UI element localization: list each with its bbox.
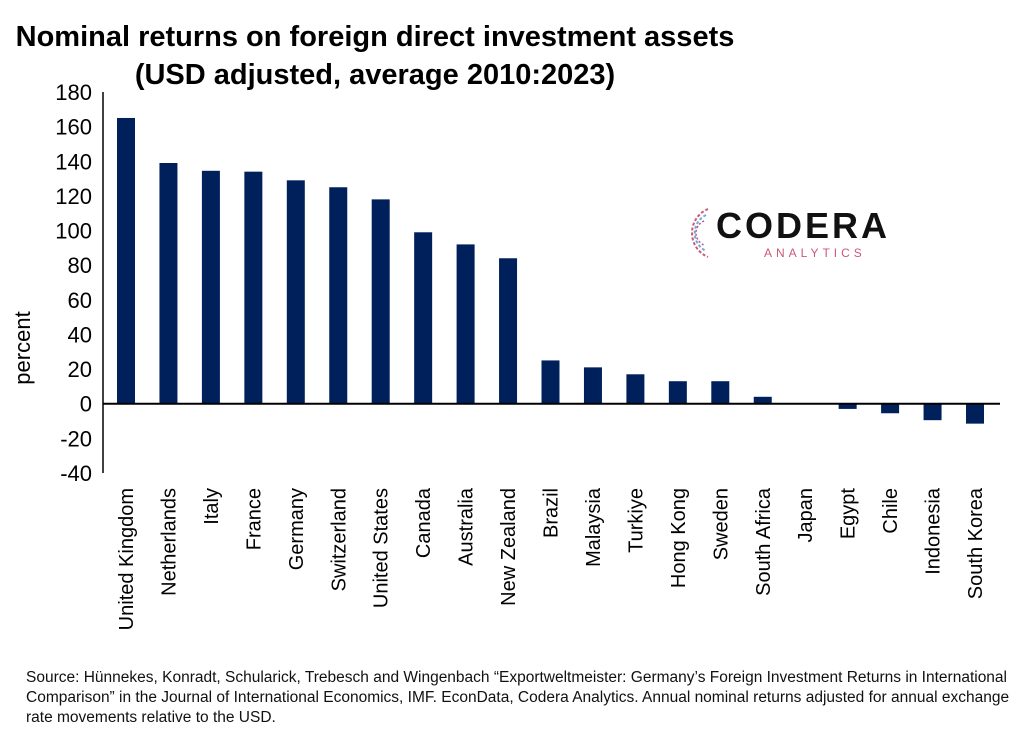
x-tick-label: New Zealand: [498, 488, 520, 606]
y-tick-label: 120: [55, 184, 92, 209]
logo-circuit-icon: [691, 208, 709, 258]
y-tick-label: 0: [80, 392, 92, 417]
codera-logo: CODERA ANALYTICS: [672, 203, 887, 263]
x-tick-label: Australia: [456, 487, 478, 566]
x-tick-label: United Kingdom: [116, 488, 138, 630]
bar: [881, 403, 900, 414]
x-tick-label: Egypt: [838, 488, 860, 540]
bar: [159, 163, 178, 404]
y-tick-label: -20: [60, 426, 92, 451]
bar: [923, 403, 942, 421]
x-tick-label: France: [243, 488, 265, 550]
x-tick-label: Sweden: [710, 488, 732, 560]
y-tick-label: 20: [68, 357, 92, 382]
x-tick-label: Turkiye: [625, 488, 647, 553]
bar: [117, 117, 135, 404]
bar: [371, 199, 390, 404]
x-tick-label: Chile: [880, 488, 902, 534]
bar: [329, 187, 348, 404]
x-tick-label: United States: [371, 488, 393, 608]
y-tick-label: 160: [55, 115, 92, 140]
y-tick-label: 180: [55, 80, 92, 105]
y-tick-label: 140: [55, 149, 92, 174]
bar: [838, 403, 857, 409]
bar: [668, 381, 687, 404]
y-tick-label: 80: [68, 253, 92, 278]
source-note: Source: Hünnekes, Konradt, Schularick, T…: [26, 669, 1010, 726]
chart-title: Nominal returns on foreign direct invest…: [16, 21, 735, 53]
y-tick-label: 100: [55, 219, 92, 244]
bar: [753, 396, 772, 404]
bar: [583, 367, 602, 404]
y-axis-label: percent: [10, 311, 35, 384]
x-tick-label: South Africa: [753, 487, 775, 596]
bar: [626, 374, 645, 404]
x-tick-label: Italy: [201, 488, 223, 525]
bar: [711, 381, 730, 404]
x-tick-label: Germany: [286, 488, 308, 570]
x-tick-label: Brazil: [541, 488, 563, 538]
bar: [201, 170, 220, 404]
x-tick-label: Malaysia: [583, 487, 605, 567]
bar: [286, 180, 305, 404]
bar: [244, 171, 263, 404]
x-tick-label: Netherlands: [158, 488, 180, 596]
y-tick-label: 40: [68, 322, 92, 347]
bar: [456, 244, 475, 404]
bar: [414, 232, 433, 404]
chart-subtitle: (USD adjusted, average 2010:2023): [135, 59, 615, 91]
x-tick-label: South Korea: [965, 487, 987, 599]
x-tick-label: Japan: [795, 488, 817, 543]
y-tick-label: -40: [60, 461, 92, 486]
bar: [966, 403, 984, 424]
bar: [541, 360, 560, 404]
x-tick-label: Indonesia: [923, 487, 945, 575]
y-tick-label: 60: [68, 288, 92, 313]
x-tick-label: Switzerland: [328, 488, 350, 591]
x-tick-label: Hong Kong: [668, 488, 690, 588]
x-tick-label: Canada: [413, 487, 435, 558]
bar: [499, 258, 518, 404]
